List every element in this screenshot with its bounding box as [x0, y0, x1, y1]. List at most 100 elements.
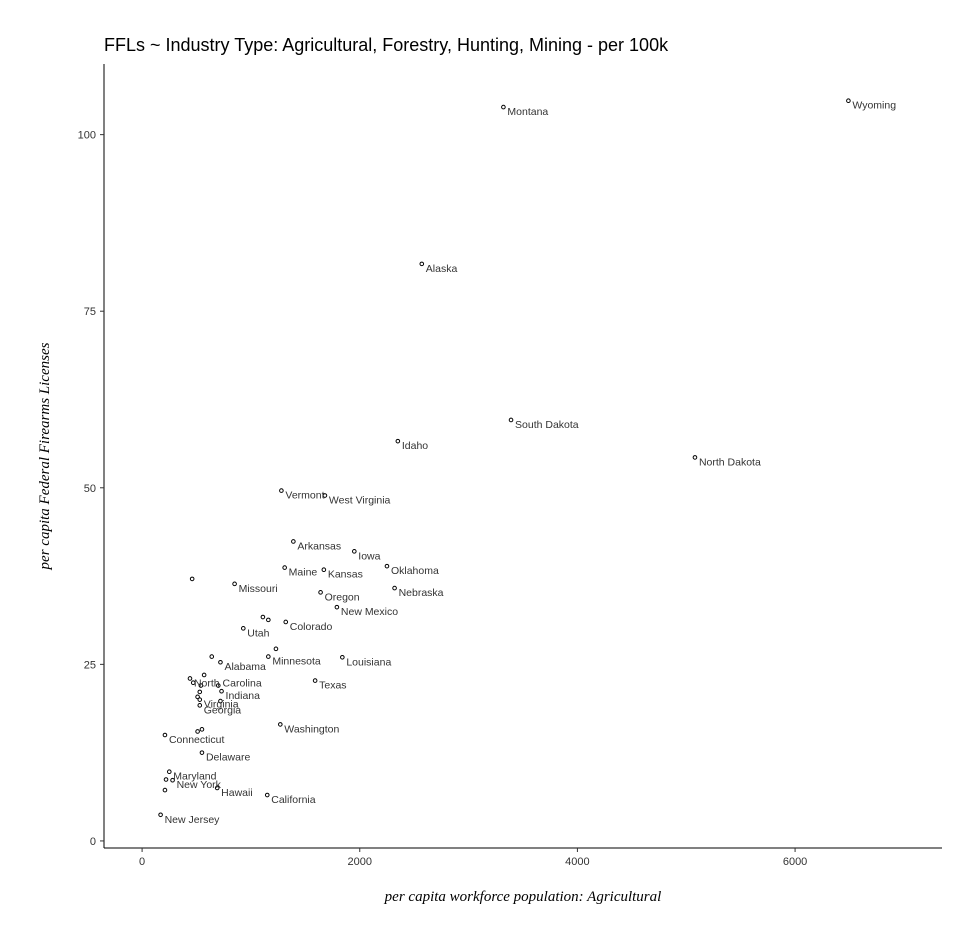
data-point: [334, 604, 340, 610]
point-label: Colorado: [290, 621, 333, 633]
y-tick-label: 100: [78, 130, 96, 142]
y-tick-label: 0: [90, 836, 96, 848]
data-point: [264, 792, 270, 798]
data-point: [273, 646, 279, 652]
data-point: [312, 678, 318, 683]
y-tick-label: 50: [84, 483, 96, 495]
data-point: [209, 654, 215, 659]
axes: [103, 64, 942, 849]
data-point: [195, 694, 200, 700]
data-point: [279, 488, 284, 493]
point-label: West Virginia: [329, 495, 391, 507]
point-label: Oklahoma: [391, 565, 439, 577]
point-label: Vermont: [285, 490, 324, 502]
point-label: Alaska: [426, 263, 458, 275]
data-point: [232, 581, 237, 587]
point-label: Louisiana: [346, 656, 391, 668]
data-point: [846, 98, 851, 104]
y-axis-title: per capita Federal Firearms Licenses: [37, 342, 53, 570]
data-point: [199, 727, 205, 732]
point-label: North Carolina: [194, 677, 262, 689]
data-point: [692, 455, 698, 460]
data-point: [189, 576, 195, 582]
point-label: Virginia: [204, 699, 239, 711]
point-label: Georgia: [204, 704, 242, 716]
point-label-group: Wyoming Montana Alaska South Dakota Idaho Nor…: [165, 100, 897, 826]
data-point: [384, 563, 390, 569]
point-label: Iowa: [358, 550, 380, 562]
data-point: [158, 812, 163, 818]
data-point: [166, 769, 172, 775]
data-point: [198, 683, 204, 688]
data-point: [197, 703, 203, 708]
data-point: [260, 614, 266, 620]
data-point: [162, 787, 168, 793]
point-label: South Dakota: [515, 419, 579, 431]
data-point: [190, 680, 196, 686]
y-tick-label: 25: [84, 659, 96, 671]
data-point: [170, 777, 175, 783]
data-point: [392, 585, 397, 591]
data-point: [219, 688, 224, 694]
data-point: [197, 697, 203, 702]
data-point: [199, 750, 205, 755]
data-point: [218, 659, 223, 665]
point-label: Utah: [247, 627, 269, 639]
point-label: Delaware: [206, 752, 251, 764]
point-label: New Mexico: [341, 606, 398, 618]
point-label: Minnesota: [272, 656, 321, 668]
data-point: [201, 672, 207, 678]
data-point: [266, 654, 271, 659]
chart-title: FFLs ~ Industry Type: Agricultural, Fore…: [104, 35, 669, 55]
data-point: [266, 617, 271, 623]
data-point: [195, 729, 200, 734]
point-label: North Dakota: [699, 456, 761, 468]
point-label: Missouri: [239, 583, 278, 595]
data-point: [318, 590, 323, 595]
point-label: Montana: [507, 106, 548, 118]
data-point: [218, 698, 223, 704]
y-tick-label: 75: [84, 306, 96, 318]
point-label: Washington: [284, 723, 339, 735]
point-label: Arkansas: [297, 540, 341, 552]
point-label: Maine: [289, 567, 318, 579]
point-label: California: [271, 794, 316, 806]
data-point: [197, 689, 203, 695]
point-label: Wyoming: [852, 100, 896, 112]
data-point: [215, 683, 221, 688]
data-point: [282, 565, 287, 570]
data-point: [278, 722, 283, 727]
data-point: [508, 417, 514, 423]
data-point: [340, 654, 345, 660]
point-label: Idaho: [402, 440, 428, 452]
x-tick-label: 4000: [565, 856, 589, 868]
data-point: [352, 549, 357, 554]
point-label: Hawaii: [221, 787, 253, 799]
data-point: [419, 261, 425, 267]
point-group: [158, 98, 851, 818]
tick-group: 0 2000 4000 6000 0 25 50 75 100: [78, 130, 808, 868]
point-label: Maryland: [173, 771, 216, 783]
data-point: [214, 785, 220, 791]
point-label: Connecticut: [169, 734, 225, 746]
point-label: Indiana: [226, 690, 261, 702]
data-point: [501, 104, 506, 110]
x-axis-title: per capita workforce population: Agricul…: [384, 889, 662, 905]
point-label: New Jersey: [165, 814, 221, 826]
point-label: Nebraska: [399, 587, 444, 599]
point-label: Alabama: [224, 661, 266, 673]
x-tick-label: 6000: [783, 856, 807, 868]
x-tick-label: 2000: [348, 856, 372, 868]
data-point: [283, 619, 289, 625]
data-point: [322, 493, 328, 498]
x-tick-label: 0: [139, 856, 145, 868]
point-label: Texas: [319, 680, 346, 692]
point-label: New York: [177, 779, 222, 791]
data-point: [187, 676, 193, 681]
point-label: Kansas: [328, 569, 363, 581]
data-point: [241, 626, 246, 631]
data-point: [291, 539, 296, 544]
data-point: [395, 438, 401, 444]
